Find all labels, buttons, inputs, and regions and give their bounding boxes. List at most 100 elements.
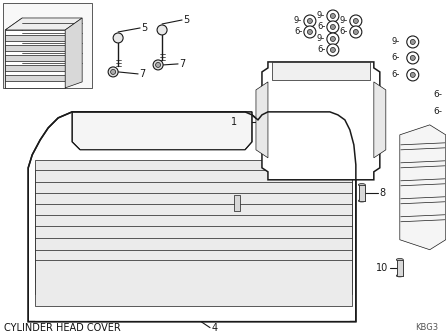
Polygon shape bbox=[262, 62, 380, 180]
Polygon shape bbox=[272, 62, 370, 80]
Circle shape bbox=[282, 170, 298, 186]
Text: 6-: 6- bbox=[434, 91, 443, 100]
Circle shape bbox=[330, 24, 335, 29]
Polygon shape bbox=[35, 170, 352, 210]
Polygon shape bbox=[35, 193, 352, 234]
Circle shape bbox=[349, 68, 355, 74]
Polygon shape bbox=[5, 45, 65, 51]
Text: 6-: 6- bbox=[317, 22, 325, 31]
Polygon shape bbox=[5, 18, 82, 30]
Polygon shape bbox=[5, 75, 65, 81]
Ellipse shape bbox=[234, 209, 240, 212]
Text: 7: 7 bbox=[179, 59, 185, 69]
Text: 6-: 6- bbox=[340, 27, 348, 36]
Circle shape bbox=[410, 72, 415, 77]
Text: 10: 10 bbox=[376, 263, 388, 273]
Circle shape bbox=[304, 26, 316, 38]
Circle shape bbox=[157, 25, 167, 35]
Text: 6-: 6- bbox=[294, 27, 302, 36]
Text: CMS: CMS bbox=[191, 192, 229, 207]
Circle shape bbox=[285, 165, 295, 175]
Circle shape bbox=[90, 170, 106, 186]
Polygon shape bbox=[65, 18, 82, 88]
Circle shape bbox=[353, 29, 358, 34]
Polygon shape bbox=[35, 238, 352, 282]
Text: 9-: 9- bbox=[317, 11, 325, 20]
Circle shape bbox=[108, 67, 118, 77]
Circle shape bbox=[307, 29, 312, 34]
Polygon shape bbox=[35, 160, 352, 200]
Text: 6-: 6- bbox=[434, 107, 443, 116]
Circle shape bbox=[407, 69, 419, 81]
Ellipse shape bbox=[396, 275, 403, 277]
Circle shape bbox=[350, 26, 362, 38]
Text: 6-: 6- bbox=[392, 70, 400, 79]
Text: 9-: 9- bbox=[294, 16, 302, 25]
Polygon shape bbox=[234, 195, 240, 211]
Circle shape bbox=[327, 10, 339, 22]
Circle shape bbox=[94, 174, 102, 182]
Circle shape bbox=[304, 15, 316, 27]
Text: 8: 8 bbox=[380, 188, 386, 198]
Circle shape bbox=[284, 65, 296, 77]
Text: 7: 7 bbox=[139, 69, 145, 79]
Text: 5: 5 bbox=[141, 23, 147, 33]
Polygon shape bbox=[397, 260, 403, 276]
Circle shape bbox=[330, 47, 335, 52]
Polygon shape bbox=[374, 82, 386, 158]
Text: 9-: 9- bbox=[317, 34, 325, 43]
Polygon shape bbox=[256, 82, 268, 158]
Polygon shape bbox=[5, 65, 65, 71]
Polygon shape bbox=[35, 226, 352, 270]
Ellipse shape bbox=[234, 194, 240, 196]
Polygon shape bbox=[35, 215, 352, 258]
Circle shape bbox=[407, 52, 419, 64]
Polygon shape bbox=[359, 185, 365, 201]
Polygon shape bbox=[35, 260, 352, 306]
Circle shape bbox=[353, 18, 358, 23]
Polygon shape bbox=[258, 112, 268, 150]
Circle shape bbox=[410, 55, 415, 60]
Ellipse shape bbox=[358, 199, 365, 202]
Circle shape bbox=[327, 21, 339, 33]
Circle shape bbox=[350, 15, 362, 27]
Circle shape bbox=[407, 36, 419, 48]
Circle shape bbox=[347, 165, 357, 175]
Text: 6-: 6- bbox=[317, 45, 325, 54]
Circle shape bbox=[330, 36, 335, 41]
Text: 10: 10 bbox=[200, 198, 212, 208]
Circle shape bbox=[346, 65, 358, 77]
Polygon shape bbox=[5, 30, 65, 88]
Text: KBG3: KBG3 bbox=[415, 323, 438, 332]
Polygon shape bbox=[32, 116, 350, 320]
Polygon shape bbox=[3, 3, 92, 88]
Circle shape bbox=[156, 62, 161, 67]
Text: 6-: 6- bbox=[392, 53, 400, 62]
Polygon shape bbox=[28, 112, 356, 322]
Circle shape bbox=[153, 60, 163, 70]
Polygon shape bbox=[35, 182, 352, 222]
Circle shape bbox=[286, 174, 294, 182]
Polygon shape bbox=[35, 204, 352, 246]
Polygon shape bbox=[35, 150, 350, 322]
Polygon shape bbox=[72, 112, 252, 150]
Text: 5: 5 bbox=[183, 15, 189, 25]
Text: CYLINDER HEAD COVER: CYLINDER HEAD COVER bbox=[4, 323, 121, 333]
Polygon shape bbox=[400, 125, 446, 250]
Text: 1: 1 bbox=[231, 117, 237, 127]
Circle shape bbox=[410, 39, 415, 44]
Polygon shape bbox=[35, 250, 352, 294]
Polygon shape bbox=[5, 35, 65, 41]
Circle shape bbox=[327, 33, 339, 45]
Text: 9-: 9- bbox=[392, 37, 400, 46]
Circle shape bbox=[330, 13, 335, 18]
Ellipse shape bbox=[358, 184, 365, 186]
Text: 9-: 9- bbox=[340, 16, 348, 25]
Circle shape bbox=[113, 33, 123, 43]
Polygon shape bbox=[5, 18, 22, 88]
Text: 2: 2 bbox=[280, 143, 286, 153]
Circle shape bbox=[287, 68, 293, 74]
Ellipse shape bbox=[396, 259, 403, 261]
Circle shape bbox=[307, 18, 312, 23]
Polygon shape bbox=[5, 55, 65, 61]
